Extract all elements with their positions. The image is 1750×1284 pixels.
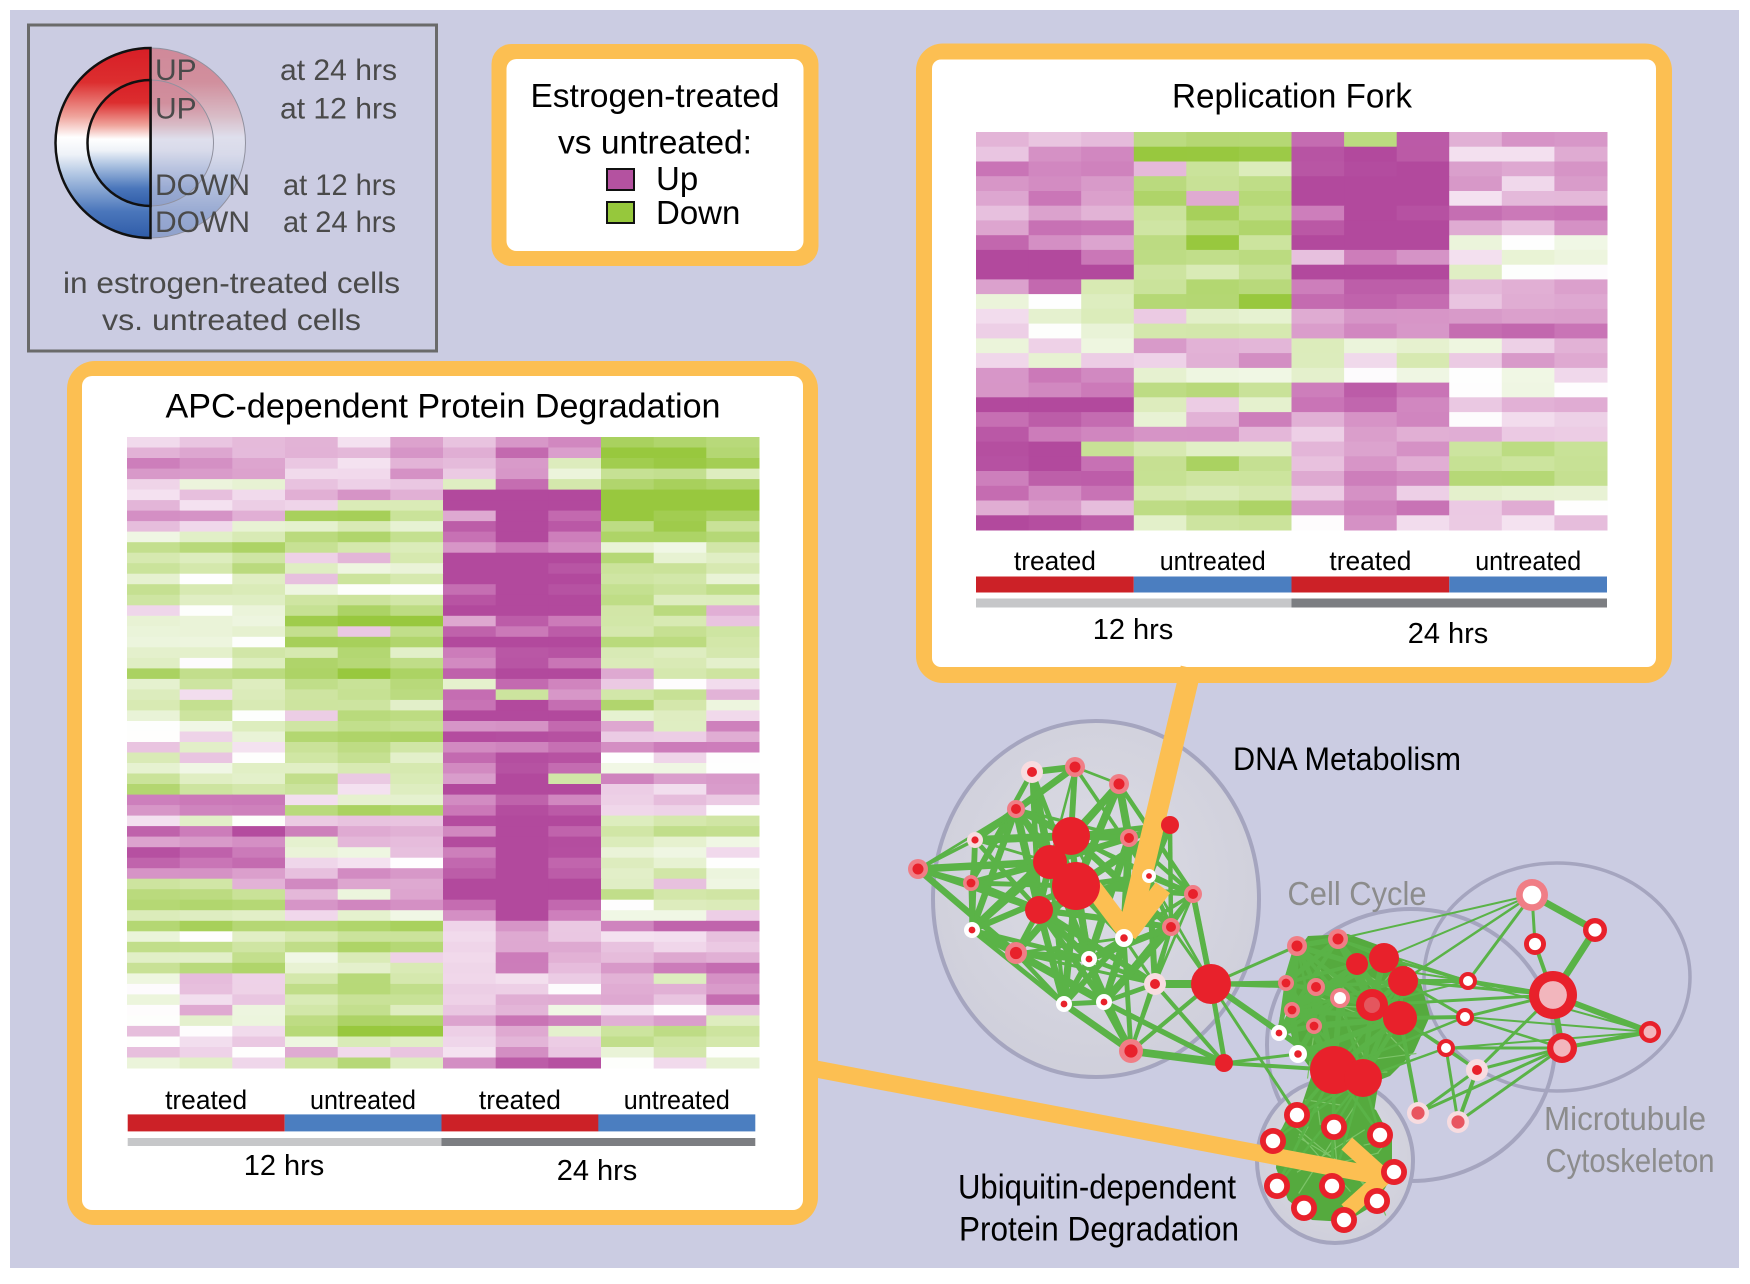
svg-text:UP: UP — [155, 93, 197, 126]
svg-text:Down: Down — [656, 194, 740, 231]
svg-text:Microtubule: Microtubule — [1544, 1100, 1706, 1137]
svg-text:vs. untreated cells: vs. untreated cells — [102, 304, 361, 337]
svg-text:in estrogen-treated cells: in estrogen-treated cells — [63, 267, 400, 300]
svg-text:APC-dependent Protein Degradat: APC-dependent Protein Degradation — [166, 387, 721, 425]
svg-text:at 12 hrs: at 12 hrs — [280, 93, 397, 126]
svg-text:Protein Degradation: Protein Degradation — [959, 1211, 1239, 1249]
svg-text:Estrogen-treated: Estrogen-treated — [531, 77, 780, 114]
svg-text:treated: treated — [165, 1085, 247, 1115]
svg-text:vs untreated:: vs untreated: — [558, 124, 752, 161]
svg-text:24 hrs: 24 hrs — [557, 1155, 638, 1187]
svg-text:DNA Metabolism: DNA Metabolism — [1233, 741, 1461, 777]
svg-text:12 hrs: 12 hrs — [244, 1150, 325, 1182]
svg-text:Cytoskeleton: Cytoskeleton — [1546, 1142, 1715, 1179]
svg-text:24 hrs: 24 hrs — [1408, 618, 1489, 650]
svg-text:DOWN: DOWN — [155, 206, 250, 239]
svg-text:treated: treated — [1329, 546, 1411, 576]
svg-text:DOWN: DOWN — [155, 169, 250, 202]
svg-text:untreated: untreated — [310, 1085, 416, 1115]
svg-text:UP: UP — [155, 54, 197, 87]
svg-text:Replication Fork: Replication Fork — [1172, 77, 1413, 115]
svg-text:12 hrs: 12 hrs — [1093, 614, 1174, 646]
svg-text:at 24 hrs: at 24 hrs — [280, 54, 397, 87]
svg-text:Cell Cycle: Cell Cycle — [1288, 875, 1427, 912]
svg-text:treated: treated — [479, 1085, 561, 1115]
svg-text:Up: Up — [656, 160, 698, 197]
svg-text:at 12 hrs: at 12 hrs — [283, 169, 396, 202]
svg-text:at 24 hrs: at 24 hrs — [283, 206, 396, 239]
svg-text:untreated: untreated — [1475, 546, 1581, 576]
svg-text:Ubiquitin-dependent: Ubiquitin-dependent — [958, 1169, 1237, 1207]
svg-text:treated: treated — [1014, 546, 1096, 576]
svg-text:untreated: untreated — [1160, 546, 1266, 576]
svg-text:untreated: untreated — [624, 1085, 730, 1115]
